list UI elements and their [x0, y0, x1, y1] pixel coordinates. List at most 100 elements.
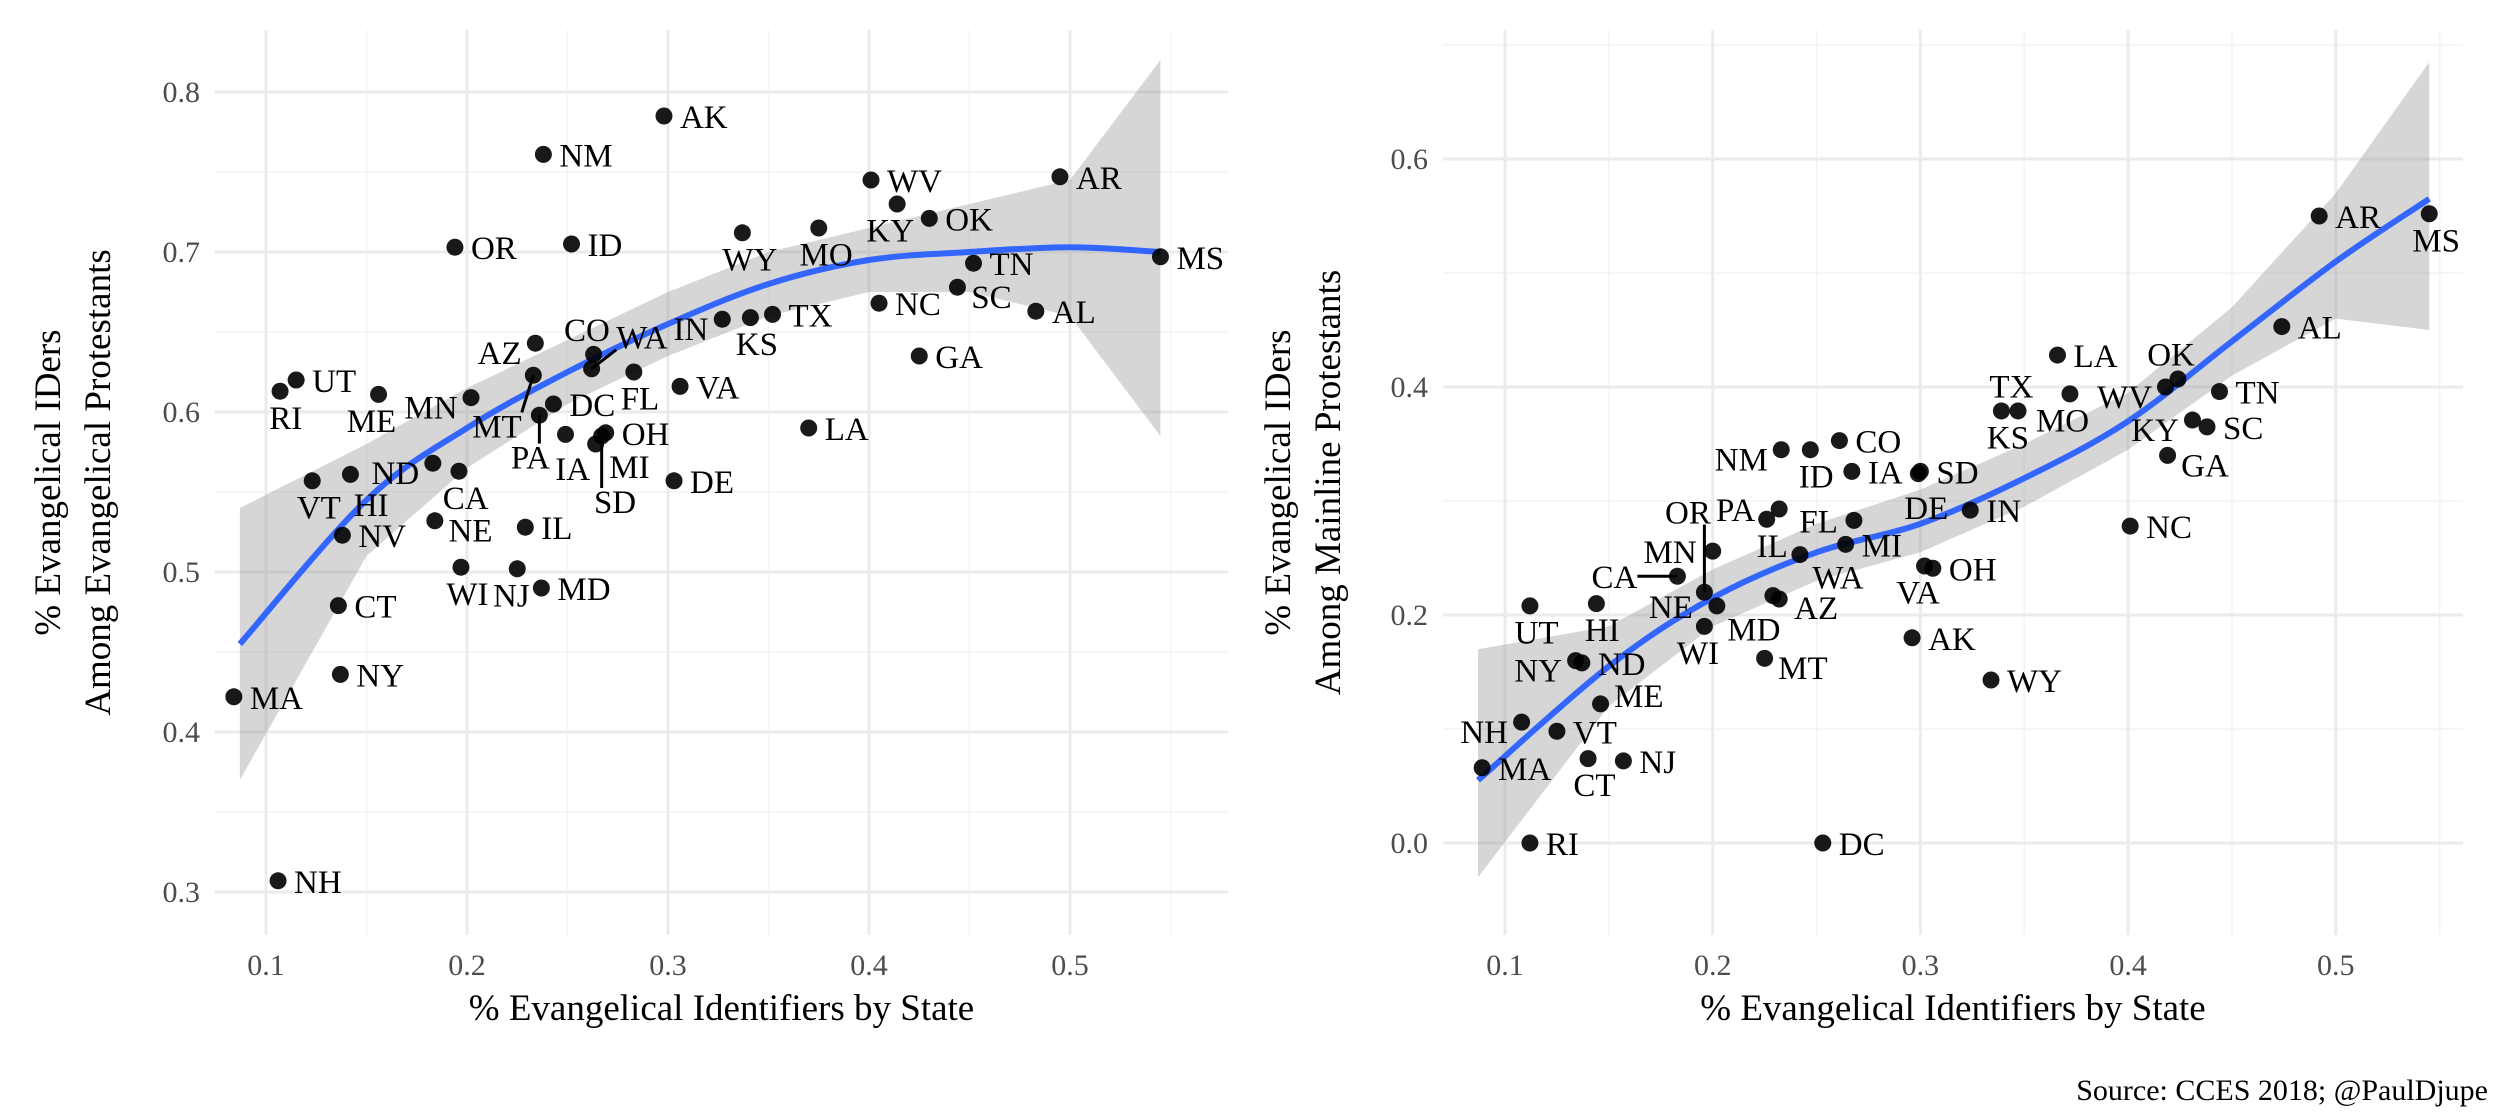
point-label-nj: NJ — [1639, 745, 1676, 781]
y-tick-label: 0.6 — [163, 396, 201, 429]
y-tick-label: 0.2 — [1391, 599, 1429, 632]
point-label-ut: UT — [312, 364, 356, 400]
point-label-dc: DC — [1839, 827, 1885, 863]
data-point-ok — [920, 209, 938, 227]
point-label-ok: OK — [945, 202, 993, 238]
left-panel-evangelical: 0.1 0.2 0.3 0.4 0.5 0.3 0.4 0.5 0.6 0.7 0.8 % Evang… — [28, 30, 1228, 1029]
y-tick-label: 0.4 — [163, 716, 201, 749]
data-point-id — [563, 235, 581, 253]
point-label-oh: OH — [622, 417, 670, 453]
point-label-co: CO — [1855, 425, 1901, 461]
point-label-in: IN — [1986, 494, 2021, 530]
data-point-id — [1801, 441, 1819, 459]
point-label-ar: AR — [1076, 161, 1122, 197]
point-label-mt: MT — [1778, 651, 1828, 687]
y-tick-label: 0.4 — [1391, 371, 1429, 404]
point-label-ne: NE — [1649, 590, 1693, 626]
data-point-dc — [1814, 834, 1832, 852]
y-tick-label: 0.0 — [1391, 827, 1429, 860]
x-tick-label: 0.1 — [247, 949, 285, 982]
data-point-tn — [965, 254, 983, 272]
data-point-ok — [2169, 370, 2187, 388]
x-tick-label: 0.3 — [649, 949, 687, 982]
x-tick-label: 0.2 — [1694, 949, 1732, 982]
x-axis-label: % Evangelical Identifiers by State — [469, 988, 974, 1029]
data-point-ky — [888, 195, 906, 213]
data-point-me — [370, 385, 388, 403]
x-tick-label: 0.5 — [2317, 949, 2355, 982]
data-point-nm — [1772, 441, 1790, 459]
data-point-nd — [424, 454, 442, 472]
point-label-il: IL — [541, 511, 572, 547]
data-point-nc — [870, 294, 888, 312]
point-label-la: LA — [2073, 339, 2117, 375]
point-label-sd: SD — [594, 485, 636, 521]
point-label-mt: MT — [472, 409, 522, 445]
data-point-de — [1909, 465, 1927, 483]
point-label-az: AZ — [478, 336, 522, 372]
data-point-al — [1027, 302, 1045, 320]
point-label-mi: MI — [1862, 528, 1902, 564]
point-label-mi: MI — [609, 450, 649, 486]
point-label-ok: OK — [2147, 337, 2195, 373]
data-point-wa — [583, 360, 601, 378]
x-tick-label: 0.4 — [850, 949, 888, 982]
data-point-hi — [341, 465, 359, 483]
point-label-pa: PA — [511, 441, 550, 477]
data-point-or — [446, 238, 464, 256]
data-point-nj — [1614, 752, 1632, 770]
point-label-wy: WY — [722, 242, 777, 278]
y-axis-label: % Evangelical IDers — [28, 329, 69, 635]
data-point-me — [1592, 695, 1610, 713]
point-label-ar: AR — [2335, 200, 2381, 236]
data-point-nc — [2121, 517, 2139, 535]
point-label-pa: PA — [1716, 493, 1755, 529]
point-label-dc: DC — [569, 388, 615, 424]
data-point-nh — [269, 872, 287, 890]
data-point-pa — [530, 406, 548, 424]
data-point-nm — [534, 145, 552, 163]
point-label-ne: NE — [449, 514, 493, 550]
y-axis-label: % Evangelical IDers — [1258, 329, 1299, 635]
data-point-ga — [910, 347, 928, 365]
data-point-ca — [1668, 567, 1686, 585]
data-point-co — [585, 345, 603, 363]
x-tick-label: 0.4 — [2109, 949, 2147, 982]
point-label-nh: NH — [1460, 715, 1508, 751]
data-point-ia — [556, 425, 574, 443]
data-point-ak — [655, 107, 673, 125]
point-label-tn: TN — [990, 247, 1034, 283]
point-label-wa: WA — [616, 321, 667, 357]
data-point-wy — [733, 224, 751, 242]
point-label-tx: TX — [1989, 369, 2033, 405]
data-point-va — [1916, 557, 1934, 575]
data-point-pa — [1770, 500, 1788, 518]
data-point-hi — [1587, 595, 1605, 613]
point-label-ct: CT — [1573, 768, 1615, 804]
point-label-al: AL — [2298, 311, 2342, 347]
data-point-mi — [1837, 535, 1855, 553]
point-label-la: LA — [825, 412, 869, 448]
point-label-ak: AK — [1928, 622, 1976, 658]
point-label-ks: KS — [736, 327, 778, 363]
point-label-ri: RI — [1546, 827, 1579, 863]
x-tick-label: 0.2 — [448, 949, 486, 982]
data-point-ct — [329, 597, 347, 615]
point-label-ms: MS — [2412, 223, 2460, 259]
point-label-mo: MO — [800, 238, 853, 274]
point-label-va: VA — [696, 370, 740, 406]
point-label-ut: UT — [1515, 615, 1559, 651]
fit-line — [237, 244, 1161, 646]
data-point-mn — [462, 389, 480, 407]
data-point-sc — [948, 278, 966, 296]
data-point-md — [1770, 590, 1788, 608]
data-point-ri — [271, 382, 289, 400]
data-point-sd — [593, 427, 611, 445]
point-label-oh: OH — [1949, 552, 1997, 588]
data-point-mt — [524, 366, 542, 384]
point-label-wv: WV — [887, 164, 942, 200]
right-panel-mainline: 0.1 0.2 0.3 0.4 0.5 0.0 0.2 0.4 0.6 % Evangelical… — [1258, 30, 2463, 1029]
point-label-fl: FL — [1799, 504, 1838, 540]
data-point-vt — [1548, 722, 1566, 740]
